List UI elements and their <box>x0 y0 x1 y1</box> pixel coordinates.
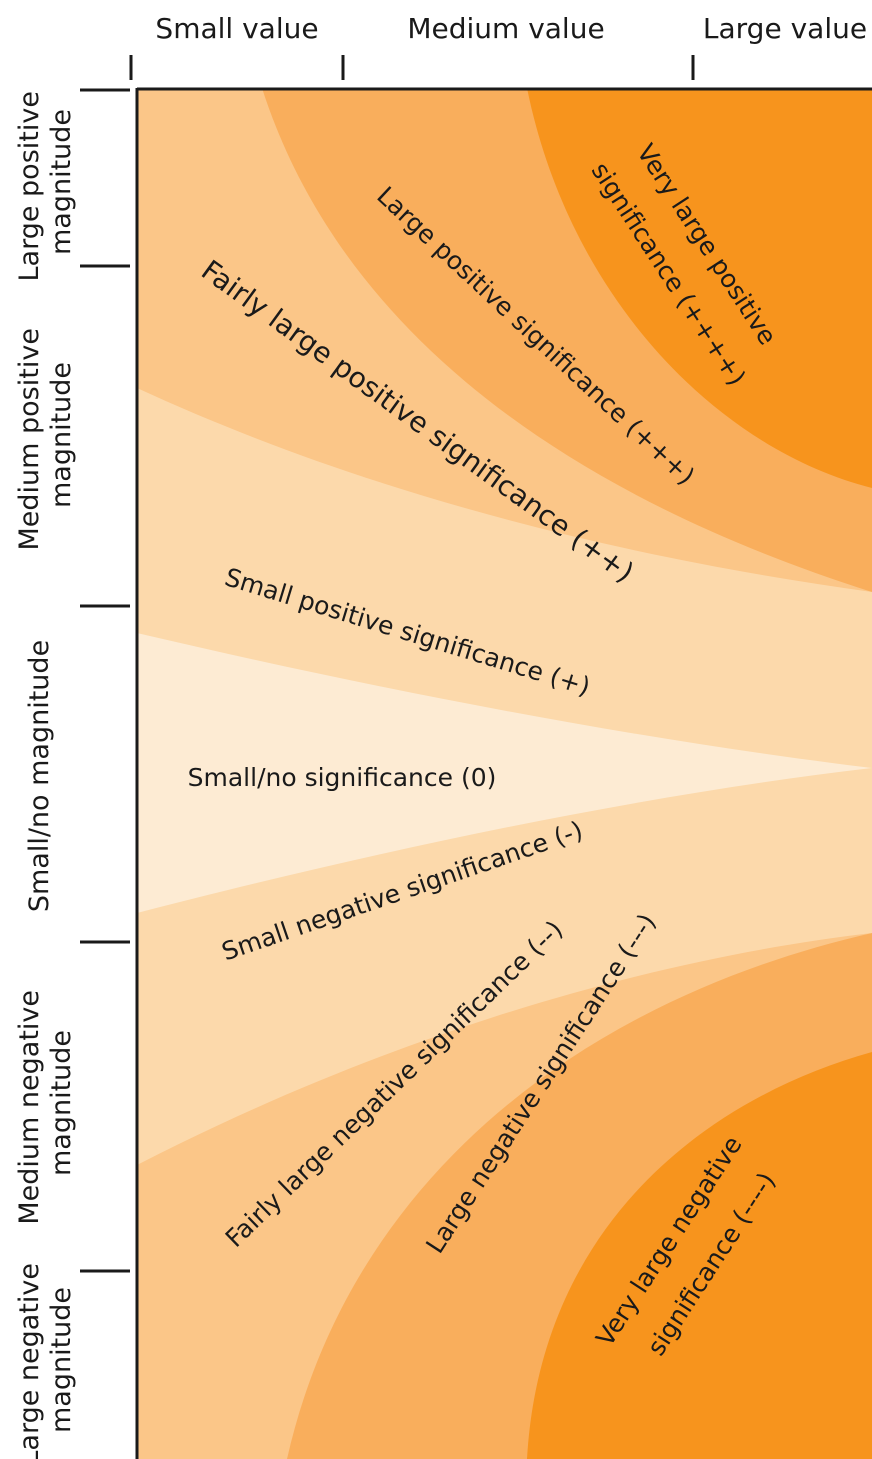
column-label-small: Small value <box>155 12 318 45</box>
row-label-medium-positive: Medium positive magnitude <box>14 319 77 550</box>
row-label-large-negative-line-2: magnitude <box>46 1287 77 1433</box>
row-label-large-positive-line-1: Large positive <box>14 91 45 281</box>
row-label-large-negative-line-1: Large negative <box>14 1263 45 1459</box>
row-label-medium-positive-line-2: magnitude <box>46 362 77 508</box>
row-label-medium-negative: Medium negative magnitude <box>14 981 77 1224</box>
row-label-small-no: Small/no magnitude <box>24 640 55 912</box>
band-none <box>137 633 872 913</box>
row-label-small-no-line-1: Small/no magnitude <box>24 640 55 912</box>
column-label-large: Large value <box>703 12 867 45</box>
column-label-medium: Medium value <box>407 12 604 45</box>
band-very-large-positive <box>527 88 872 488</box>
band-very-large-negative <box>527 1052 872 1459</box>
row-label-large-positive: Large positive magnitude <box>14 82 77 281</box>
row-label-medium-negative-line-1: Medium negative <box>14 990 45 1225</box>
band-label-none: Small/no significance (0) <box>188 763 497 792</box>
row-label-large-positive-line-2: magnitude <box>46 109 77 255</box>
row-label-medium-negative-line-2: magnitude <box>46 1030 77 1176</box>
row-label-large-negative: Large negative magnitude <box>14 1254 77 1459</box>
row-label-medium-positive-line-1: Medium positive <box>14 328 45 550</box>
